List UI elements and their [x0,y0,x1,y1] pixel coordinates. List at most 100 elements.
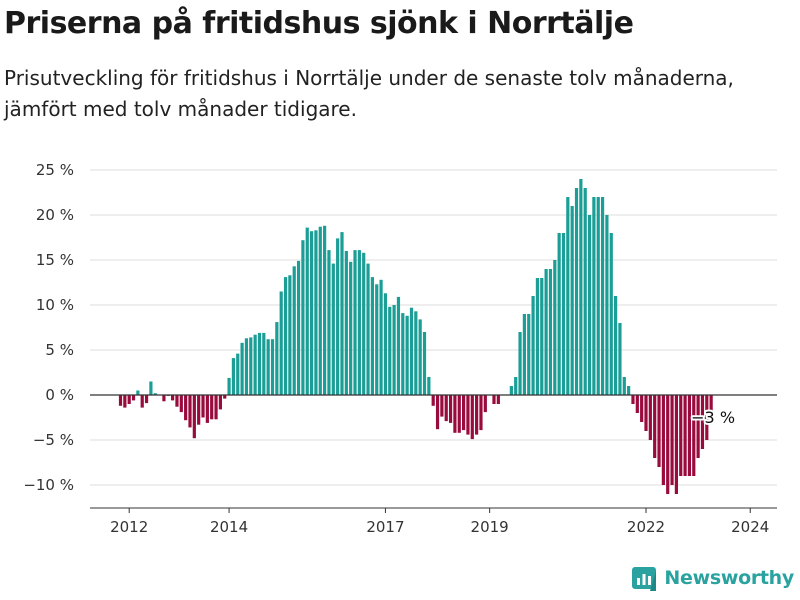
x-tick-label: 2017 [366,518,404,536]
y-tick-label: 10 % [36,296,74,314]
y-tick-label: 15 % [36,251,74,269]
x-tick-label: 2014 [210,518,248,536]
bar [622,377,626,395]
bar [609,233,613,395]
bar [479,395,483,431]
bar [266,339,270,395]
bar [353,250,357,395]
bar [257,332,262,395]
bar [323,225,327,395]
bar [548,269,553,395]
bar [349,261,353,395]
bar [249,337,253,395]
bar [431,395,435,406]
bar [370,277,374,395]
bar [692,395,696,476]
bar [527,314,531,395]
bar [149,381,153,395]
bar [557,233,561,395]
bar [414,311,418,395]
bar [618,323,622,395]
bar [579,179,583,395]
bar [653,395,657,458]
bar [240,342,244,395]
bar [201,395,205,418]
bar [184,395,188,421]
bar [357,250,361,395]
bar [470,395,474,440]
bar [700,395,705,449]
bar [383,293,388,395]
bar [309,231,314,395]
bar [375,284,379,395]
bar [144,395,149,404]
bar [631,395,635,404]
bar [136,390,140,395]
bar [262,332,266,395]
bar [640,395,644,422]
bar [179,395,183,413]
bar [131,395,136,401]
bar [561,233,566,395]
bar [435,395,440,430]
bar [535,278,540,395]
bar [253,334,257,395]
bar [596,197,600,395]
bar [118,395,123,406]
bar [231,358,236,395]
bar [388,306,392,395]
y-tick-label: 5 % [45,341,74,359]
bar [279,291,283,395]
annotation-group: −3 % [689,406,737,429]
bar [587,215,592,395]
bar [614,296,618,395]
bar [223,395,227,399]
bar [627,386,631,395]
x-tick-label: 2024 [731,518,769,536]
y-tick-label: 0 % [45,386,74,404]
bar [531,296,535,395]
brand-logo[interactable]: Newsworthy [632,563,794,593]
bar [331,263,335,395]
bar [336,238,340,395]
bar [679,395,683,476]
bar [340,232,344,395]
bar [457,395,461,433]
bar [670,395,674,485]
bar [522,314,526,395]
bar [270,339,275,395]
bar [544,269,548,395]
bar [453,395,457,433]
bar [171,395,175,401]
chart-title: Priserna på fritidshus sjönk i Norrtälje [4,6,634,41]
bar [236,353,240,395]
bar [409,307,414,395]
bar [123,395,127,408]
bar [475,395,479,435]
brand-name: Newsworthy [664,567,794,589]
x-tick-label: 2022 [627,518,665,536]
bar [466,395,470,435]
bar [496,395,500,404]
bar [687,395,692,476]
bar [205,395,209,423]
bar [644,395,648,431]
bar [635,395,639,413]
bar [444,395,448,422]
bar [418,319,422,395]
bar [288,275,292,395]
bar [709,395,713,422]
bar [275,322,279,395]
bar [461,395,466,431]
bar [218,395,222,410]
bar [574,188,579,395]
bar [540,278,544,395]
bar [553,260,557,395]
bar [483,395,487,413]
bar [197,395,201,425]
bar [666,395,670,494]
bar [600,197,605,395]
bar [227,377,231,395]
bar [379,279,383,395]
bar [514,377,518,395]
